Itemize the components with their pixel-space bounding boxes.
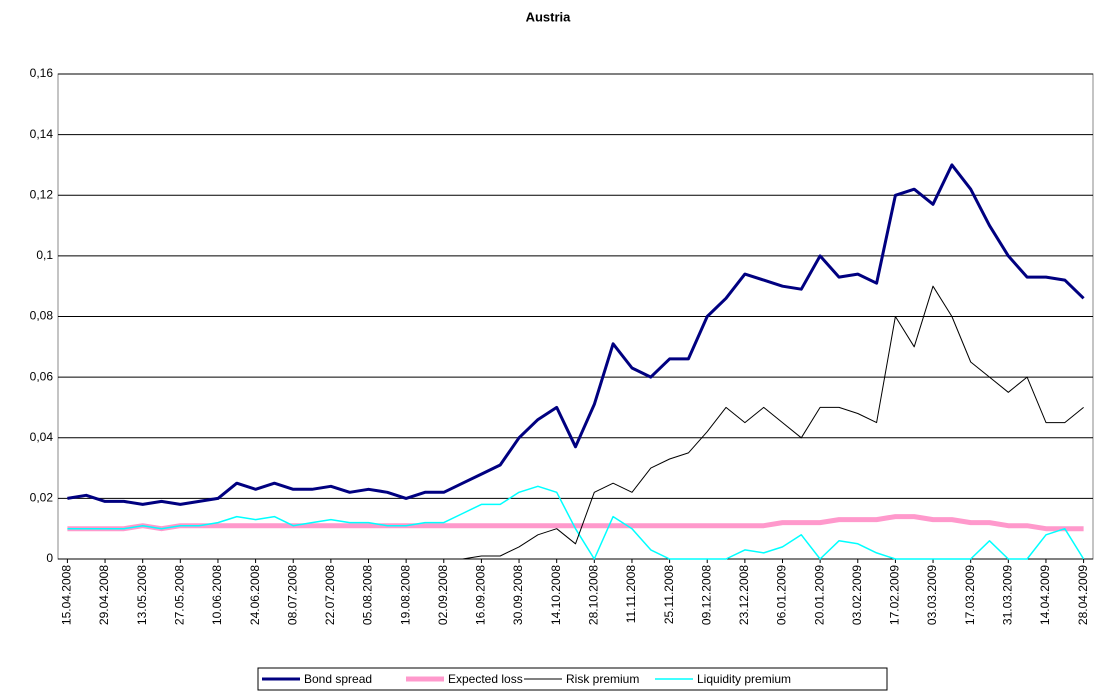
y-tick-label: 0 [46, 551, 53, 565]
x-tick-label: 23.12.2008 [737, 565, 751, 625]
legend-label: Expected loss [448, 672, 523, 686]
legend [257, 667, 888, 691]
y-tick-label: 0,08 [30, 309, 54, 323]
x-tick-label: 22.07.2008 [323, 565, 337, 625]
x-tick-label: 15.04.2008 [60, 565, 74, 625]
x-tick-label: 28.04.2009 [1076, 565, 1090, 625]
x-tick-label: 29.04.2008 [97, 565, 111, 625]
x-tick-label: 02.09.2008 [436, 565, 450, 625]
x-tick-label: 20.01.2009 [812, 565, 826, 625]
x-tick-label: 14.04.2009 [1038, 565, 1052, 625]
x-tick-label: 06.01.2009 [775, 565, 789, 625]
x-tick-label: 03.02.2009 [850, 565, 864, 625]
x-tick-label: 19.08.2008 [398, 565, 412, 625]
legend-label: Bond spread [304, 672, 372, 686]
x-tick-label: 16.09.2008 [474, 565, 488, 625]
y-tick-label: 0,06 [30, 369, 54, 383]
series-line [67, 485, 1085, 560]
y-tick-label: 0,04 [30, 430, 54, 444]
y-tick-label: 0,1 [36, 248, 53, 262]
series-line [67, 514, 1084, 532]
x-tick-label: 05.08.2008 [361, 565, 375, 625]
x-tick-label: 09.12.2008 [699, 565, 713, 625]
x-tick-label: 24.06.2008 [248, 565, 262, 625]
x-tick-label: 10.06.2008 [210, 565, 224, 625]
y-tick-label: 0,12 [30, 187, 54, 201]
x-tick-label: 31.03.2009 [1000, 565, 1014, 625]
x-tick-label: 14.10.2008 [549, 565, 563, 625]
x-tick-label: 13.05.2008 [135, 565, 149, 625]
chart-title: Austria [526, 9, 572, 24]
x-tick-label: 30.09.2008 [511, 565, 525, 625]
legend-label: Liquidity premium [697, 672, 791, 686]
x-tick-label: 28.10.2008 [586, 565, 600, 625]
x-tick-label: 27.05.2008 [172, 565, 186, 625]
series-line [67, 163, 1085, 506]
x-tick-label: 08.07.2008 [285, 565, 299, 625]
x-tick-label: 17.03.2009 [963, 565, 977, 625]
y-tick-label: 0,14 [30, 127, 54, 141]
x-tick-label: 17.02.2009 [888, 565, 902, 625]
legend-label: Risk premium [566, 672, 639, 686]
y-tick-label: 0,02 [30, 491, 54, 505]
y-tick-label: 0,16 [30, 66, 54, 80]
x-tick-label: 25.11.2008 [662, 565, 676, 624]
series-line [67, 285, 1084, 560]
x-tick-label: 03.03.2009 [925, 565, 939, 625]
x-tick-label: 11.11.2008 [624, 565, 638, 624]
